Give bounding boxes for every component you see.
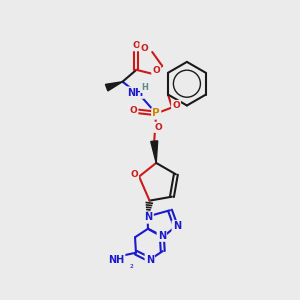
Text: O: O	[172, 101, 180, 110]
Text: O: O	[152, 66, 160, 75]
Text: O: O	[130, 106, 137, 115]
Polygon shape	[151, 141, 158, 163]
Text: O: O	[130, 170, 138, 179]
Text: NH: NH	[127, 88, 143, 98]
Text: P: P	[152, 108, 160, 118]
Text: N: N	[173, 221, 181, 231]
Text: H: H	[141, 83, 148, 92]
Polygon shape	[105, 82, 122, 91]
Text: O: O	[140, 44, 148, 52]
Text: ₂: ₂	[130, 260, 134, 270]
Text: NH: NH	[108, 255, 124, 265]
Text: O: O	[133, 40, 140, 50]
Text: N: N	[146, 255, 154, 265]
Text: N: N	[145, 212, 153, 223]
Text: N: N	[158, 231, 166, 241]
Text: O: O	[154, 123, 162, 132]
